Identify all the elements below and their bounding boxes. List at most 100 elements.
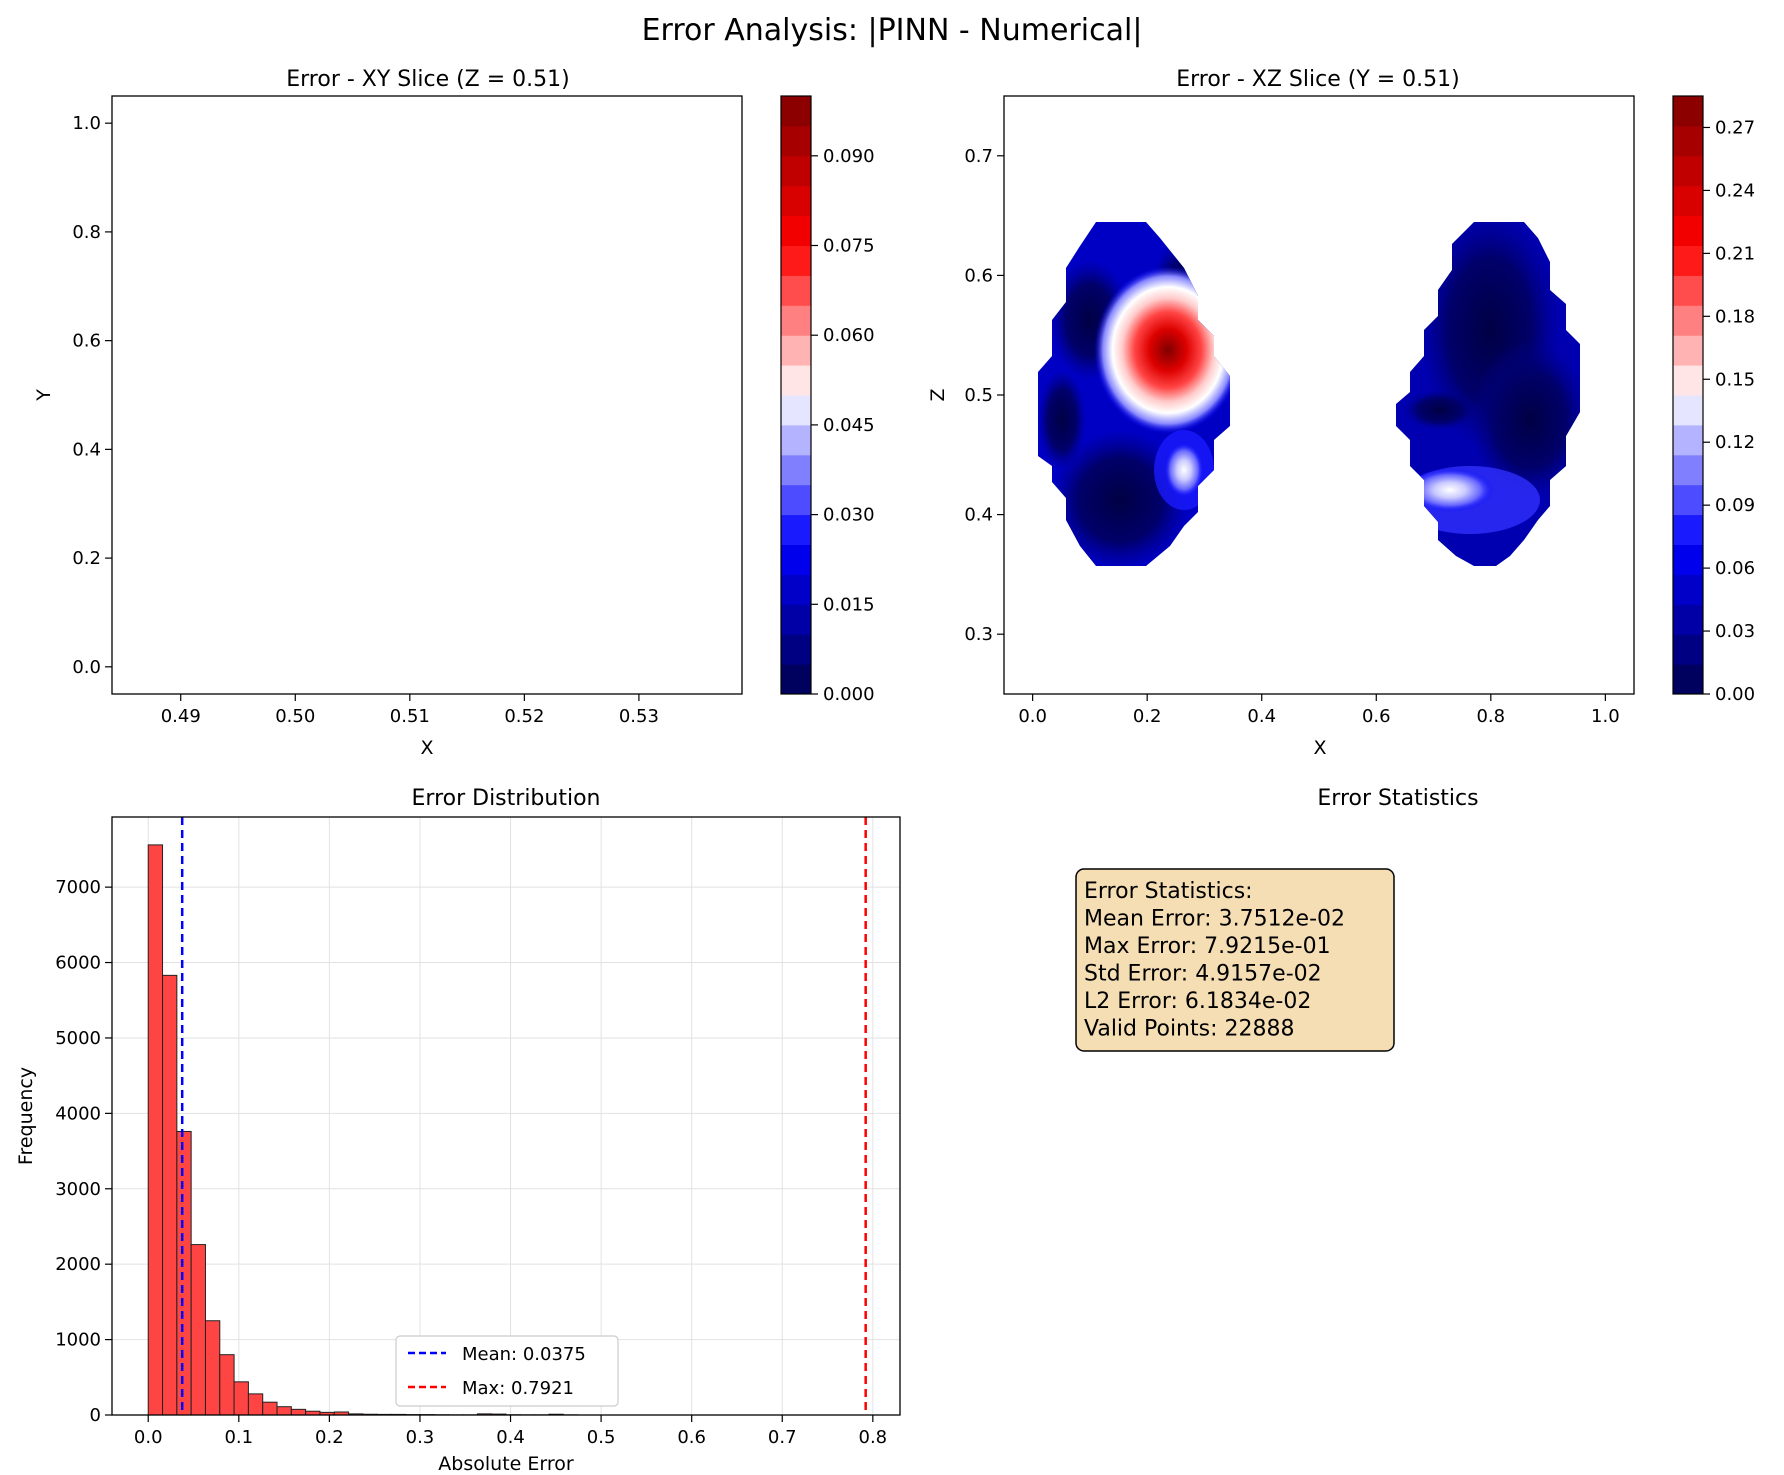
xy-slice-y-tick-label: 0.2 xyxy=(72,548,101,569)
xy-colorbar-band xyxy=(781,484,811,516)
histogram-x-tick-label: 0.0 xyxy=(134,1427,163,1448)
error-statistics-panel: Error Statistics Error Statistics: Mean E… xyxy=(1075,786,1479,1052)
histogram-y-tick-label: 5000 xyxy=(55,1028,101,1049)
xy-colorbar-band xyxy=(781,664,811,695)
xy-slice-x-label: X xyxy=(420,737,433,759)
xz-colorbar-band xyxy=(1673,454,1703,486)
histogram-x-label: Absolute Error xyxy=(438,1453,574,1475)
xy-slice-y-label: Y xyxy=(33,389,55,402)
histogram-x-tick-label: 0.8 xyxy=(859,1427,888,1448)
xy-slice-y-tick-label: 0.4 xyxy=(72,439,101,460)
histogram-y-tick-label: 4000 xyxy=(55,1103,101,1124)
xy-colorbar-band xyxy=(781,125,811,157)
histogram-x-tick-label: 0.5 xyxy=(587,1427,616,1448)
xz-colorbar-tick-label: 0.09 xyxy=(1715,495,1755,516)
xz-colorbar-tick-label: 0.03 xyxy=(1715,621,1755,642)
histogram-x-tick-label: 0.6 xyxy=(677,1427,706,1448)
xz-slice-x-tick-label: 0.2 xyxy=(1133,706,1162,727)
xy-slice-x-tick-label: 0.50 xyxy=(275,706,315,727)
xy-slice-x-axis: 0.49 0.50 0.51 0.52 0.53 xyxy=(161,694,659,727)
xz-slice-y-tick-label: 0.4 xyxy=(964,505,993,526)
histogram-bar xyxy=(176,1130,192,1416)
histogram-plot-area xyxy=(112,817,900,1415)
xy-colorbar-tick-label: 0.075 xyxy=(823,236,875,257)
xy-colorbar-band xyxy=(781,544,811,575)
xz-colorbar-band xyxy=(1673,125,1703,157)
histogram-bar xyxy=(204,1320,221,1416)
xz-colorbar-tick-label: 0.27 xyxy=(1715,117,1755,138)
histogram-y-tick-label: 7000 xyxy=(55,877,101,898)
xy-slice-y-axis: 0.0 0.2 0.4 0.6 0.8 1.0 xyxy=(72,113,112,678)
xz-colorbar-tick-label: 0.21 xyxy=(1715,243,1755,264)
histogram-bar xyxy=(162,974,178,1416)
xy-slice-y-tick-label: 0.8 xyxy=(72,222,101,243)
histogram-x-tick-label: 0.3 xyxy=(406,1427,435,1448)
xy-slice-plot-area xyxy=(111,95,743,695)
xy-slice-y-tick-label: 0.6 xyxy=(72,331,101,352)
xy-slice-colorbar: 0.000 0.015 0.030 0.045 0.060 0.075 0.090 xyxy=(780,95,875,705)
xz-colorbar-band xyxy=(1673,424,1703,456)
xy-colorbar-band xyxy=(781,454,811,486)
stats-line: Mean Error: 3.7512e-02 xyxy=(1084,907,1345,932)
xy-slice-y-tick-label: 1.0 xyxy=(72,113,101,134)
histogram-bar xyxy=(233,1381,249,1416)
xy-colorbar-band xyxy=(781,604,811,635)
stats-box xyxy=(1075,868,1395,1052)
xy-slice-x-tick-label: 0.53 xyxy=(619,706,659,727)
stats-text: Error Statistics: Mean Error: 3.7512e-02M… xyxy=(1084,879,1345,1042)
xz-slice-x-tick-label: 0.4 xyxy=(1247,706,1276,727)
xy-colorbar-band xyxy=(781,365,811,396)
histogram-title: Error Distribution xyxy=(412,786,601,811)
xz-slice-x-tick-label: 0.0 xyxy=(1018,706,1047,727)
legend-mean-label: Mean: 0.0375 xyxy=(462,1344,586,1365)
xz-colorbar-band xyxy=(1673,96,1703,127)
xz-colorbar-tick-label: 0.00 xyxy=(1715,684,1755,705)
histogram-bar xyxy=(190,1244,206,1416)
xz-colorbar-tick-label: 0.24 xyxy=(1715,180,1755,201)
xz-slice-y-tick-label: 0.6 xyxy=(964,265,993,286)
xz-colorbar-tick-label: 0.06 xyxy=(1715,558,1755,579)
xy-colorbar-band xyxy=(781,155,811,187)
xz-colorbar-band xyxy=(1673,395,1703,426)
histogram-bar xyxy=(219,1354,235,1416)
histogram-reference-lines xyxy=(180,817,867,1415)
histogram-y-tick-label: 1000 xyxy=(55,1330,101,1351)
xy-colorbar-band xyxy=(781,424,811,456)
histogram-x-tick-label: 0.2 xyxy=(315,1427,344,1448)
histogram-x-axis: 0.0 0.1 0.2 0.3 0.4 0.5 0.6 0.7 0.8 xyxy=(134,1415,887,1448)
xz-slice-x-tick-label: 0.8 xyxy=(1476,706,1505,727)
xy-slice-y-tick-label: 0.0 xyxy=(72,657,101,678)
xz-slice-colorbar: 0.00 0.03 0.06 0.09 0.12 0.15 0.18 0.21 0.24 0.27 xyxy=(1672,95,1755,705)
xz-slice-y-tick-label: 0.7 xyxy=(964,146,993,167)
xz-colorbar-band xyxy=(1673,544,1703,575)
histogram-bar xyxy=(262,1401,278,1416)
xz-slice-y-tick-label: 0.5 xyxy=(964,385,993,406)
xy-slice-panel: Error - XY Slice (Z = 0.51) 0.49 0.50 0.51… xyxy=(33,67,875,759)
stats-panel-title: Error Statistics xyxy=(1317,786,1478,811)
xy-slice-title: Error - XY Slice (Z = 0.51) xyxy=(286,67,570,92)
histogram-bar xyxy=(147,844,164,1416)
xz-colorbar-band xyxy=(1673,275,1703,306)
xz-colorbar-band xyxy=(1673,484,1703,516)
xy-slice-x-tick-label: 0.51 xyxy=(390,706,430,727)
histogram-bar xyxy=(290,1408,307,1416)
histogram-bar xyxy=(276,1406,292,1416)
xy-slice-x-tick-label: 0.49 xyxy=(161,706,201,727)
legend-max-label: Max: 0.7921 xyxy=(462,1378,574,1399)
histogram-y-tick-label: 2000 xyxy=(55,1254,101,1275)
xz-colorbar-band xyxy=(1673,664,1703,695)
xy-colorbar-band xyxy=(781,395,811,426)
xz-slice-title: Error - XZ Slice (Y = 0.51) xyxy=(1176,67,1460,92)
stats-line: Error Statistics: xyxy=(1084,879,1253,904)
stats-line: Valid Points: 22888 xyxy=(1084,1017,1294,1042)
xy-colorbar-band xyxy=(781,245,811,276)
xz-colorbar-band xyxy=(1673,604,1703,635)
xz-slice-panel: Error - XZ Slice (Y = 0.51) 0.0 0.2 0.4 0.6… xyxy=(927,67,1755,759)
xz-colorbar-tick-label: 0.18 xyxy=(1715,306,1755,327)
xy-slice-x-tick-label: 0.52 xyxy=(504,706,544,727)
histogram-x-tick-label: 0.1 xyxy=(224,1427,253,1448)
histogram-y-axis: 0 1000 2000 3000 4000 5000 6000 7000 xyxy=(55,877,112,1426)
histogram-y-tick-label: 6000 xyxy=(55,953,101,974)
xy-colorbar-band xyxy=(781,634,811,665)
